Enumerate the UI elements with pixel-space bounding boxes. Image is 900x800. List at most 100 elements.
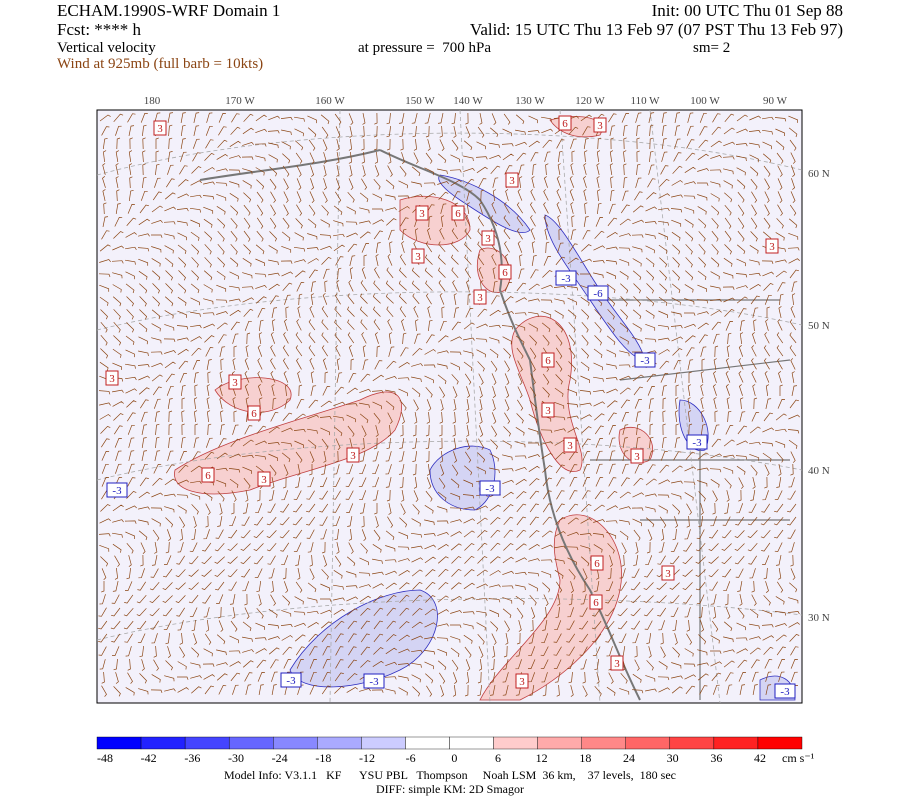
contour-label-box — [363, 673, 385, 689]
contour-label-box — [280, 672, 302, 688]
colorbar-tick-label: -30 — [228, 751, 244, 765]
longitude-label: 110 W — [630, 95, 660, 107]
contour-label-box — [153, 120, 167, 136]
longitude-label: 90 W — [763, 95, 788, 107]
colorbar-tick-label: 6 — [495, 751, 501, 765]
longitude-label: 100 W — [690, 95, 720, 107]
contour-label: 6 — [593, 597, 599, 609]
contour-label: -3 — [692, 437, 702, 449]
contour-label-box — [515, 673, 529, 689]
colorbar-swatch — [493, 736, 538, 750]
colorbar-tick-label: 30 — [667, 751, 679, 765]
map: 3 6 3 3 3 6 3 3 6 3 -3 -6 -3 3 3 3 6 6 3 3 3 -3 3 6 3 -3 -3 6 3 6 3 3 -3… — [96, 109, 803, 704]
contour-label-box — [630, 448, 644, 464]
contour-label: 6 — [455, 208, 461, 220]
contour-label: 3 — [519, 676, 525, 688]
longitude-labels: 180 170 W 160 W 150 W 140 W 130 W 120 W 110 W 10… — [144, 95, 788, 107]
colorbar-swatch — [713, 736, 759, 750]
colorbar-tick-label: -36 — [184, 751, 200, 765]
contour-label: 6 — [251, 408, 257, 420]
contour-label-box — [247, 405, 261, 421]
contour-label-box — [201, 467, 215, 483]
colorbar-tick-label: -18 — [315, 751, 331, 765]
pressure: at pressure = 700 hPa — [358, 40, 491, 56]
colorbar: -48 -42 -36 -30 -24 -18 -12 -6 0 6 12 18 24 30 36 42 — [96, 736, 803, 765]
colorbar-tick-label: -42 — [141, 751, 157, 765]
wind-note: Wind at 925mb (full barb = 10kts) — [57, 56, 263, 72]
title: ECHAM.1990S-WRF Domain 1 — [57, 1, 280, 20]
latitude-labels: 60 N 50 N 40 N 30 N — [808, 168, 830, 624]
colorbar-swatch — [537, 736, 582, 750]
contour-label-box — [593, 117, 607, 133]
contour-label-box — [541, 352, 555, 368]
contour-label-box — [505, 172, 519, 188]
contour-label: 3 — [419, 208, 425, 220]
contour-label: 3 — [665, 568, 671, 580]
contour-label-box — [498, 264, 512, 280]
colorbar-tick-label: 36 — [710, 751, 722, 765]
contour-label-box — [228, 374, 242, 390]
field: Vertical velocity — [57, 40, 156, 56]
contour-label-box — [589, 594, 603, 610]
contour-label: 3 — [261, 474, 267, 486]
contour-label-box — [587, 285, 609, 301]
contour-label: 6 — [545, 355, 551, 367]
contour-label-box — [411, 248, 425, 264]
colorbar-tick-label: -24 — [272, 751, 288, 765]
colorbar-swatch — [405, 736, 450, 750]
init-time: Init: 00 UTC Thu 01 Sep 88 — [652, 1, 843, 20]
longitude-label: 140 W — [453, 95, 483, 107]
contour-label: -3 — [112, 485, 122, 497]
contour-label-box — [106, 482, 128, 498]
contour-label: 6 — [502, 267, 508, 279]
contour-label-box — [555, 270, 577, 286]
colorbar-swatch — [361, 736, 406, 750]
contour-labels: 3 6 3 3 3 6 3 3 6 3 -3 -6 -3 3 3 3 6 6 3 3 3 -3 3 6 3 -3 -3 6 3 6 3 3 -3… — [105, 115, 796, 699]
forecast: Fcst: **** h — [57, 20, 142, 39]
map-frame — [96, 109, 803, 704]
colorbar-swatch — [449, 736, 494, 750]
colorbar-swatch — [317, 736, 362, 750]
contour-label: 6 — [205, 470, 211, 482]
contour-label: 3 — [350, 450, 356, 462]
contour-label: 6 — [594, 558, 600, 570]
valid-time: Valid: 15 UTC Thu 13 Feb 97 (07 PST Thu … — [470, 20, 843, 39]
contour-label: 3 — [769, 241, 775, 253]
contour-label-box — [558, 115, 572, 131]
contour-label-box — [415, 205, 429, 221]
contour-label-box — [610, 655, 624, 671]
contour-label-box — [481, 230, 495, 246]
model-info: Model Info: V3.1.1 KF YSU PBL Thompson N… — [224, 768, 676, 782]
contour-label-box — [541, 402, 555, 418]
contour-label: 3 — [597, 120, 603, 132]
diff-info: DIFF: simple KM: 2D Smagor — [376, 782, 524, 796]
latitude-label: 60 N — [808, 168, 830, 180]
graticule — [96, 109, 803, 704]
contour-label: 3 — [567, 440, 573, 452]
contour-label-box — [473, 289, 487, 305]
longitude-label: 150 W — [405, 95, 435, 107]
latitude-label: 40 N — [808, 465, 830, 477]
contour-label: 3 — [477, 292, 483, 304]
contour-label: 6 — [562, 118, 568, 130]
contour-label: 3 — [109, 373, 115, 385]
contour-label: 3 — [509, 175, 515, 187]
contour-label-box — [765, 238, 779, 254]
colorbar-units: cm s⁻¹ — [782, 751, 815, 765]
contour-label-box — [479, 480, 501, 496]
colorbar-swatch — [757, 736, 803, 750]
latitude-label: 50 N — [808, 320, 830, 332]
colorbar-swatch — [669, 736, 715, 750]
colorbar-tick-label: 12 — [536, 751, 548, 765]
contour-label: -3 — [640, 355, 650, 367]
contour-label-box — [634, 352, 656, 368]
contour-label: 3 — [157, 123, 163, 135]
colorbar-swatch — [96, 736, 142, 750]
contour-label-box — [563, 437, 577, 453]
colorbar-swatch — [228, 736, 274, 750]
longitude-label: 180 — [144, 95, 161, 107]
contour-label: 3 — [634, 451, 640, 463]
contour-label-box — [105, 370, 119, 386]
colorbar-tick-label: -6 — [406, 751, 416, 765]
